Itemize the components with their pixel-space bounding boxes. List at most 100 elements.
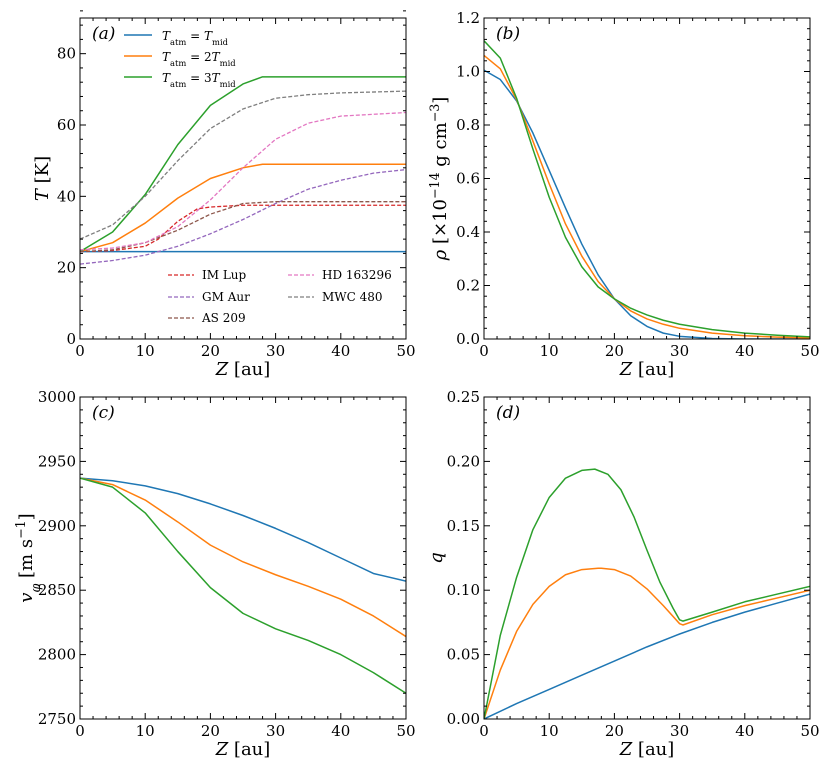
y-tick-label: 0.20	[447, 452, 480, 470]
panel-c-frame	[79, 396, 407, 720]
x-tick-label: 40	[331, 342, 350, 360]
panel-c-x-label: Z [au]	[215, 739, 271, 760]
panel-a-legend-top: Tatm = Tmid Tatm = 2Tmid Tatm = 3Tmid	[124, 29, 236, 89]
x-tick-label: 30	[670, 342, 689, 360]
panel-b-y-label: ρ [×10−14 g cm−3]	[427, 97, 452, 262]
panel-c-y-label: vφ [m s−1]	[13, 513, 43, 602]
panel-d: 0 10 20 30 40 500.000.050.100.150.200.25 (d) …	[426, 388, 820, 760]
x-tick-label: 10	[540, 722, 559, 740]
panel-c-tag: (c)	[92, 403, 115, 423]
panel-a-x-label: Z [au]	[215, 359, 271, 380]
x-tick-label: 50	[800, 342, 819, 360]
panel-a-line-im-lup	[80, 204, 406, 253]
x-tick-label: 20	[605, 722, 624, 740]
panel-a-line-mwc-480	[80, 90, 406, 240]
panel-d-ticks: 0 10 20 30 40 50 0.00 0.05 0.10 0.15 0.20 0.25	[447, 388, 820, 740]
panel-b-ticks: 0 10 20 30 40 50 0.0 0.2 0.4 0.6 0.8 1.0 1.2	[456, 9, 819, 360]
x-tick-label: 0	[479, 722, 489, 740]
x-tick-label: 30	[670, 722, 689, 740]
panel-a-line-as-209	[80, 201, 406, 253]
panel-d-series	[484, 468, 810, 719]
panel-d-x-label: Z [au]	[619, 739, 675, 760]
x-tick-label: 50	[800, 722, 819, 740]
panel-b: 0 10 20 30 40 50 0.0 0.2 0.4 0.6 0.8 1.0 1.2 (b) Z […	[427, 9, 820, 380]
panel-a: 0 10 20 30 40 50 0 20 40 60 80 (a) Z [au] T [K] Ta…	[32, 10, 416, 380]
panel-a-series	[80, 76, 406, 265]
x-tick-label: 10	[136, 722, 155, 740]
y-tick-label: 40	[57, 187, 76, 205]
panel-b-series	[484, 40, 810, 339]
panel-c-series	[80, 477, 406, 694]
panel-d-line-series-0	[484, 593, 810, 719]
panel-d-line-series-2	[484, 468, 810, 719]
x-tick-label: 10	[136, 342, 155, 360]
x-tick-label: 40	[735, 722, 754, 740]
y-tick-label: 0.25	[447, 388, 480, 406]
y-tick-label: 20	[57, 259, 76, 277]
panel-a-line-hd-163296	[80, 111, 406, 251]
x-tick-label: 0	[75, 722, 85, 740]
y-tick-label: 0.4	[456, 223, 480, 241]
x-tick-label: 10	[540, 342, 559, 360]
y-tick-label: 0.05	[447, 646, 480, 664]
panel-b-tag: (b)	[496, 24, 520, 44]
panel-d-tag: (d)	[496, 403, 520, 423]
y-tick-label: 0.6	[456, 170, 480, 188]
y-tick-label: 2750	[38, 710, 76, 728]
x-tick-label: 50	[396, 722, 415, 740]
panel-b-frame	[483, 17, 811, 340]
panel-a-frame	[79, 17, 407, 340]
panel-c-line-series-2	[80, 477, 406, 694]
panel-a-legend-bottom: IM Lup GM Aur AS 209 HD 163296 MWC 480	[168, 268, 392, 325]
x-tick-label: 0	[479, 342, 489, 360]
panel-a-line-gm-aur	[80, 168, 406, 265]
y-tick-label: 1.2	[456, 9, 480, 27]
y-tick-label: 0.00	[447, 710, 480, 728]
y-tick-label: 1.0	[456, 63, 480, 81]
y-tick-label: 80	[57, 45, 76, 63]
panel-a-tag: (a)	[92, 24, 115, 44]
y-tick-label: 60	[57, 116, 76, 134]
panel-c-line-series-0	[80, 477, 406, 582]
panel-a-y-label: T [K]	[32, 156, 53, 201]
y-tick-label: 2900	[38, 517, 76, 535]
x-tick-label: 0	[75, 342, 85, 360]
legend-label-im-lup: IM Lup	[202, 268, 247, 282]
legend-label-tatm-2tmid: Tatm = 2Tmid	[162, 50, 236, 68]
y-tick-label: 2950	[38, 452, 76, 470]
panel-d-line-series-1	[484, 567, 810, 719]
x-tick-label: 50	[396, 342, 415, 360]
panel-a-line-t-atm-3t-mid	[80, 76, 406, 253]
y-tick-label: 2800	[38, 646, 76, 664]
panel-d-y-label: q	[426, 552, 447, 564]
x-tick-label: 30	[266, 722, 285, 740]
panel-d-frame	[483, 396, 811, 720]
y-tick-label: 2850	[38, 581, 76, 599]
legend-label-gm-aur: GM Aur	[202, 290, 250, 304]
x-tick-label: 40	[331, 722, 350, 740]
x-tick-label: 30	[266, 342, 285, 360]
legend-label-as-209: AS 209	[201, 311, 246, 325]
y-tick-label: 0.0	[456, 330, 480, 348]
y-tick-label: 3000	[38, 388, 76, 406]
x-tick-label: 20	[201, 342, 220, 360]
legend-label-hd-163296: HD 163296	[322, 268, 392, 282]
panel-c-line-series-1	[80, 477, 406, 638]
x-tick-label: 40	[735, 342, 754, 360]
y-tick-label: 0	[66, 330, 76, 348]
panel-b-line-series-1	[484, 54, 810, 339]
panel-a-line-t-atm-2t-mid	[80, 163, 406, 253]
panel-a-ticks: 0 10 20 30 40 50 0 20 40 60 80	[57, 10, 416, 360]
x-tick-label: 20	[605, 342, 624, 360]
panel-b-line-series-2	[484, 40, 810, 338]
x-tick-label: 20	[201, 722, 220, 740]
legend-label-tatm-tmid: Tatm = Tmid	[162, 29, 229, 47]
panel-b-line-series-0	[484, 69, 810, 339]
legend-label-mwc-480: MWC 480	[322, 290, 383, 304]
panel-c-ticks: 0 10 20 30 40 50 2750 2800 2850 2900 2950 3000	[38, 388, 416, 740]
legend-label-tatm-3tmid: Tatm = 3Tmid	[162, 71, 236, 89]
panel-b-x-label: Z [au]	[619, 359, 675, 380]
y-tick-label: 0.8	[456, 116, 480, 134]
